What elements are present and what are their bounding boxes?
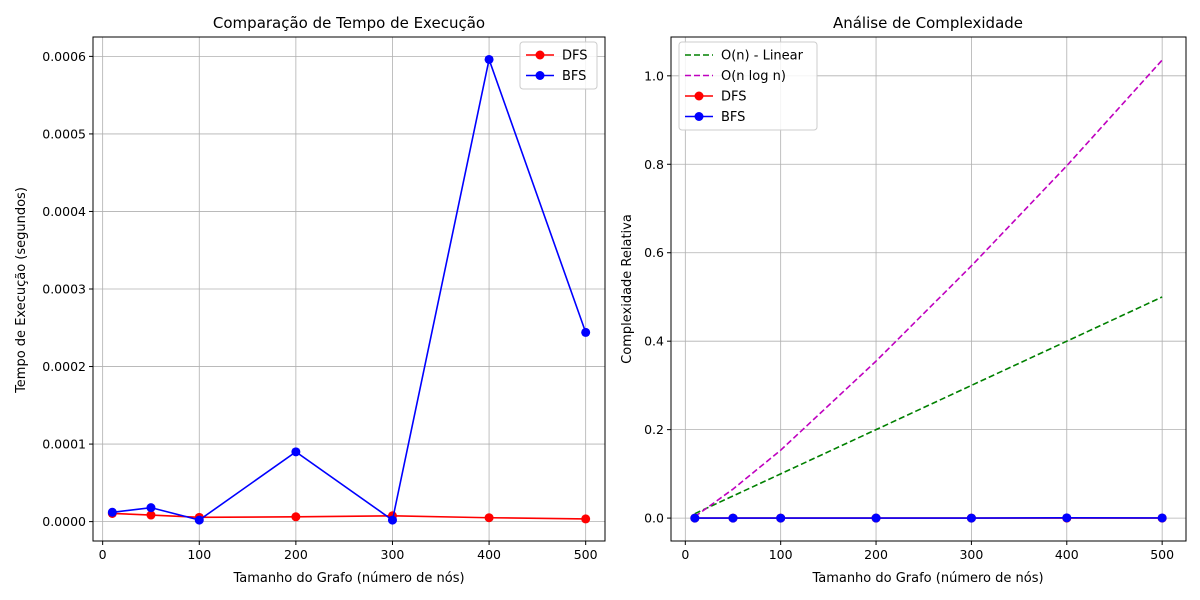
legend-item: BFS [526, 69, 586, 84]
y-tick-label: 0.0005 [42, 126, 86, 141]
chart-title: Análise de Complexidade [833, 14, 1023, 32]
series-line [694, 59, 1163, 518]
y-tick-label: 1.0 [644, 68, 664, 83]
data-point [581, 514, 591, 524]
legend-item: O(n log n) [685, 69, 786, 84]
x-axis-label: Tamanho do Grafo (número de nós) [811, 571, 1043, 586]
y-tick-label: 0.6 [644, 245, 664, 260]
y-axis-label: Tempo de Execução (segundos) [14, 187, 29, 394]
legend-marker [535, 50, 545, 60]
data-point [1157, 513, 1167, 523]
series-o-n-linear [694, 296, 1163, 515]
x-tick-label: 500 [574, 547, 598, 562]
legend-item: BFS [685, 110, 745, 125]
data-point [1062, 513, 1072, 523]
legend-marker [694, 112, 704, 121]
y-tick-label: 0.0004 [42, 204, 86, 219]
x-tick-label: 400 [1055, 547, 1079, 562]
legend: O(n) - Linear O(n log n) DFS BFS [678, 41, 818, 131]
x-tick-label: 400 [477, 547, 501, 562]
legend-label: BFS [721, 110, 745, 125]
y-tick-label: 0.0000 [42, 514, 86, 529]
legend-item: O(n) - Linear [685, 49, 804, 64]
legend-label: BFS [562, 69, 586, 84]
axes-frame [670, 36, 1187, 542]
y-tick-label: 0.4 [644, 334, 664, 349]
y-tick-label: 0.8 [644, 157, 664, 172]
y-tick-label: 0.0002 [42, 359, 86, 374]
legend-label: DFS [721, 90, 747, 105]
data-point [194, 515, 204, 525]
data-point [966, 513, 976, 523]
y-tick-label: 0.0001 [42, 437, 86, 452]
x-tick-label: 300 [381, 547, 405, 562]
data-point [581, 327, 591, 337]
x-tick-label: 200 [864, 547, 888, 562]
data-point [484, 54, 494, 64]
data-point [690, 513, 700, 523]
data-point [728, 513, 738, 523]
chart-execution-time: Comparação de Tempo de Execução Tamanho … [14, 14, 606, 586]
legend: DFS BFS [519, 41, 598, 90]
legend-marker [694, 91, 704, 101]
legend-marker [535, 71, 545, 80]
data-point [146, 510, 156, 520]
data-point [484, 513, 494, 523]
data-point [291, 512, 301, 522]
data-point [146, 503, 156, 513]
y-axis-label: Complexidade Relativa [620, 214, 635, 364]
x-tick-label: 0 [99, 547, 107, 562]
chart-title: Comparação de Tempo de Execução [213, 14, 485, 32]
x-tick-label: 300 [959, 547, 983, 562]
series-bfs [107, 54, 591, 525]
series-bfs [690, 513, 1167, 523]
x-tick-label: 500 [1150, 547, 1174, 562]
legend-item: DFS [526, 49, 588, 64]
legend-label: DFS [562, 49, 588, 64]
x-tick-label: 0 [681, 547, 689, 562]
y-tick-label: 0.0 [644, 511, 664, 526]
legend-item: DFS [685, 90, 747, 105]
data-point [107, 507, 117, 517]
data-point [387, 515, 397, 525]
grid [93, 37, 605, 541]
legend-label: O(n) - Linear [721, 49, 804, 64]
x-tick-label: 200 [284, 547, 308, 562]
series-o-n-log-n [694, 59, 1163, 518]
y-tick-label: 0.2 [644, 422, 664, 437]
series-line [694, 296, 1163, 515]
data-point [776, 513, 786, 523]
chart-complexity: Análise de Complexidade Tamanho do Grafo… [620, 14, 1187, 586]
legend-label: O(n log n) [721, 69, 786, 84]
legend-box [678, 41, 818, 131]
data-point [291, 447, 301, 457]
y-tick-label: 0.0006 [42, 49, 86, 64]
x-tick-label: 100 [187, 547, 211, 562]
series-dfs [107, 508, 591, 524]
x-axis-label: Tamanho do Grafo (número de nós) [232, 571, 464, 586]
y-tick-label: 0.0003 [42, 282, 86, 297]
x-tick-label: 100 [769, 547, 793, 562]
data-point [871, 513, 881, 523]
